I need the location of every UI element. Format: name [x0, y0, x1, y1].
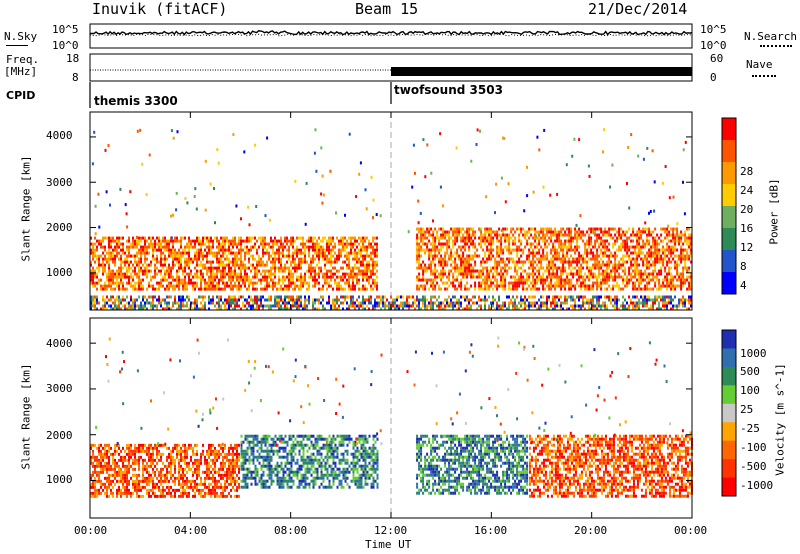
cpid-mode-2: twofsound 3503	[394, 83, 503, 97]
velocity-scatter-region-0	[90, 443, 240, 498]
velocity-colorbar-seg-5	[722, 422, 736, 442]
velocity-colorbar-seg-8	[722, 477, 736, 497]
nave-label: Nave	[746, 58, 773, 71]
nsky-label: N.Sky	[4, 30, 38, 43]
noise-right-tick-top: 10^5	[700, 23, 727, 36]
station-title: Inuvik (fitACF)	[92, 0, 228, 18]
power-colorbar-seg-2	[722, 162, 736, 185]
velocity-scatter-region-2	[416, 434, 529, 495]
power-scatter-region-1	[416, 227, 693, 291]
xtick-1200: 12:00	[374, 524, 408, 537]
nsearch-label: N.Search	[744, 30, 797, 43]
noise-sky-trace	[89, 30, 693, 36]
power-ytick-4000: 4000	[46, 129, 73, 142]
power-ytick-2000: 2000	[46, 221, 73, 234]
velocity-colorbar-seg-2	[722, 366, 736, 386]
xtick-0000-end: 00:00	[674, 524, 708, 537]
velocity-ytick-4000: 4000	[46, 337, 73, 350]
velocity-scatter-region-3	[528, 434, 693, 498]
velocity-cb-25: 25	[740, 403, 754, 416]
velocity-colorbar-seg-7	[722, 459, 736, 479]
velocity-scatter-region-1	[240, 434, 379, 489]
power-colorbar-seg-6	[722, 250, 736, 273]
power-colorbar-seg-0	[722, 118, 736, 141]
noise-panel-frame	[89, 23, 693, 49]
xtick-0000: 00:00	[74, 524, 108, 537]
velocity-cb-1000: 1000	[740, 347, 767, 360]
velocity-ytick-3000: 3000	[46, 382, 73, 395]
noise-right-tick-bottom: 10^0	[700, 39, 727, 52]
beam-title: Beam 15	[355, 0, 419, 18]
xtick-0800: 08:00	[274, 524, 308, 537]
velocity-ytick-1000: 1000	[46, 473, 73, 486]
nave-legend-line	[752, 75, 776, 77]
velocity-ylabel: Slant Range [km]	[19, 363, 33, 470]
power-colorbar-seg-5	[722, 228, 736, 251]
velocity-cb-neg500: -500	[740, 460, 767, 473]
velocity-ytick-2000: 2000	[46, 429, 73, 442]
power-cb-24: 24	[740, 184, 754, 197]
velocity-cb-neg1000: -1000	[740, 479, 774, 492]
nsky-legend-line	[6, 45, 28, 46]
power-colorbar-frame	[721, 117, 737, 295]
nsearch-legend-line	[760, 45, 792, 47]
power-scatter-region-0	[90, 236, 378, 291]
velocity-cb-100: 100	[740, 384, 760, 397]
power-scatter-region-2	[90, 295, 692, 311]
cpid-label: CPID	[6, 89, 36, 102]
noise-left-tick-bottom: 10^0	[52, 39, 79, 52]
noise-search-trace	[89, 33, 693, 37]
power-colorbar-seg-4	[722, 206, 736, 229]
velocity-colorbar-seg-4	[722, 403, 736, 423]
power-colorbar-seg-1	[722, 140, 736, 163]
freq-unit-label: [MHz]	[4, 65, 38, 78]
freq-label: Freq.	[6, 53, 40, 66]
nave-right-tick-bottom: 0	[710, 71, 717, 84]
power-cb-28: 28	[740, 165, 754, 178]
freq-left-tick-top: 18	[66, 52, 80, 65]
freq-trace-mode2	[391, 67, 692, 76]
power-colorbar-seg-3	[722, 184, 736, 207]
velocity-cb-neg25: -25	[740, 422, 760, 435]
power-ylabel: Slant Range [km]	[19, 155, 33, 262]
xtick-2000: 20:00	[574, 524, 608, 537]
power-cb-4: 4	[740, 279, 747, 292]
power-cb-8: 8	[740, 260, 747, 273]
cpid-mode-1: themis 3300	[94, 94, 178, 108]
power-ytick-3000: 3000	[46, 176, 73, 189]
power-cb-20: 20	[740, 203, 754, 216]
xtick-1600: 16:00	[474, 524, 508, 537]
power-colorbar-label: Power [dB]	[767, 178, 781, 245]
velocity-cb-neg100: -100	[740, 441, 767, 454]
power-ytick-1000: 1000	[46, 266, 73, 279]
velocity-colorbar-seg-0	[722, 330, 736, 349]
velocity-colorbar-seg-1	[722, 348, 736, 368]
power-cb-16: 16	[740, 222, 754, 235]
velocity-colorbar-seg-3	[722, 385, 736, 405]
velocity-colorbar-frame	[721, 329, 737, 497]
power-colorbar-seg-7	[722, 272, 736, 295]
freq-left-tick-bottom: 8	[72, 71, 79, 84]
xtick-0400: 04:00	[174, 524, 208, 537]
noise-left-tick-top: 10^5	[52, 23, 79, 36]
xlabel-time-ut: Time UT	[365, 538, 412, 551]
velocity-colorbar-seg-6	[722, 440, 736, 460]
velocity-cb-500: 500	[740, 365, 760, 378]
date-title: 21/Dec/2014	[588, 0, 688, 18]
power-cb-12: 12	[740, 241, 754, 254]
velocity-colorbar-label: Velocity [m s^-1]	[773, 363, 787, 476]
nave-right-tick-top: 60	[710, 52, 724, 65]
